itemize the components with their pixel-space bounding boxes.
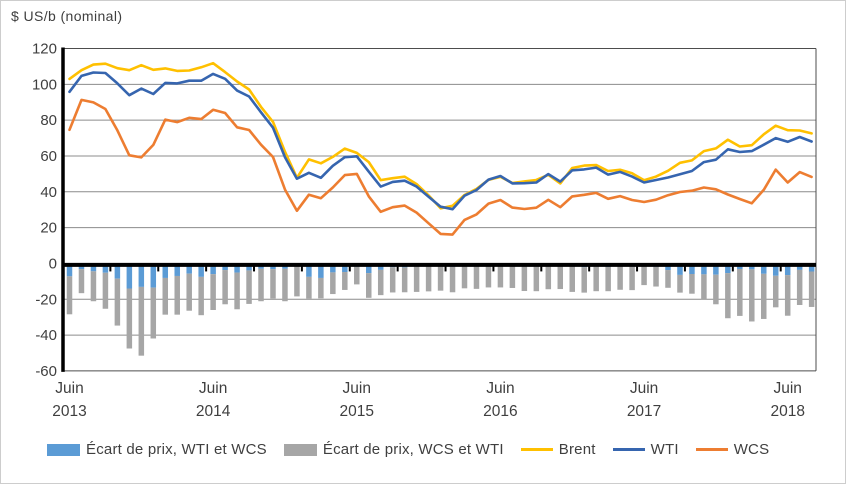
legend-label: WCS (733, 441, 770, 458)
x-tick-label-month: Juin (343, 380, 371, 397)
y-tick-label: -60 (35, 363, 57, 380)
legend-label: Écart de prix, WTI et WCS (86, 441, 267, 458)
x-tick-label-year: 2018 (770, 403, 804, 420)
y-axis-labels: 120 100 80 60 40 20 0 -20 -40 -60 (32, 41, 57, 380)
x-tick-label-month: Juin (630, 380, 658, 397)
y-tick-label: 0 (49, 255, 57, 272)
legend-label: Écart de prix, WCS et WTI (322, 441, 504, 458)
legend-label: WTI (650, 441, 679, 458)
gray-bar-swatch-icon (283, 443, 317, 456)
line-wcs (68, 98, 813, 236)
y-tick-label: 40 (40, 184, 57, 201)
chart-legend: Écart de prix, WTI et WCS Écart de prix,… (47, 441, 769, 458)
y-tick-label: -20 (35, 291, 57, 308)
x-tick-label-year: 2017 (627, 403, 661, 420)
wti-line-swatch-icon (612, 448, 645, 451)
wcs-line-swatch-icon (695, 448, 728, 451)
price-chart-svg: 120100806040200-20-40-60Juin2013Juin2014… (32, 41, 817, 420)
x-tick-label-year: 2014 (196, 403, 231, 420)
y-tick-label: 80 (40, 112, 57, 129)
x-tick-label-month: Juin (486, 380, 514, 397)
x-axis-labels: Juin 2013 Juin 2014 Juin 2015 Juin 2016 Juin 2017… (52, 380, 805, 420)
x-tick-label-month: Juin (199, 380, 227, 397)
legend-item-wti: WTI (612, 441, 679, 458)
y-tick-label: 120 (32, 41, 57, 58)
blue-bar-swatch-icon (47, 443, 80, 456)
legend-item-wcs: WCS (695, 441, 770, 458)
x-tick-label-year: 2013 (52, 403, 86, 420)
legend-item-brent: Brent (520, 441, 596, 458)
y-tick-label: 60 (40, 148, 57, 165)
brent-line-swatch-icon (520, 448, 553, 451)
x-tick-label-month: Juin (55, 380, 83, 397)
x-minor-ticks (109, 266, 782, 272)
y-tick-label: 20 (40, 220, 57, 237)
bars-ecart-wcs (66, 263, 815, 356)
chart-title: $ US/b (nominal) (11, 8, 123, 24)
x-tick-label-year: 2015 (340, 403, 374, 420)
legend-item-ecart-wti-wcs: Écart de prix, WTI et WCS (47, 441, 267, 458)
x-tick-label-year: 2016 (483, 403, 517, 420)
legend-label: Brent (558, 441, 596, 458)
x-tick-label-month: Juin (773, 380, 801, 397)
line-brent (68, 61, 813, 210)
line-wti (68, 71, 813, 211)
legend-item-ecart-wcs-wti: Écart de prix, WCS et WTI (283, 441, 504, 458)
y-tick-label: -40 (35, 327, 57, 344)
y-tick-label: 100 (32, 76, 57, 93)
gridlines (63, 48, 817, 372)
